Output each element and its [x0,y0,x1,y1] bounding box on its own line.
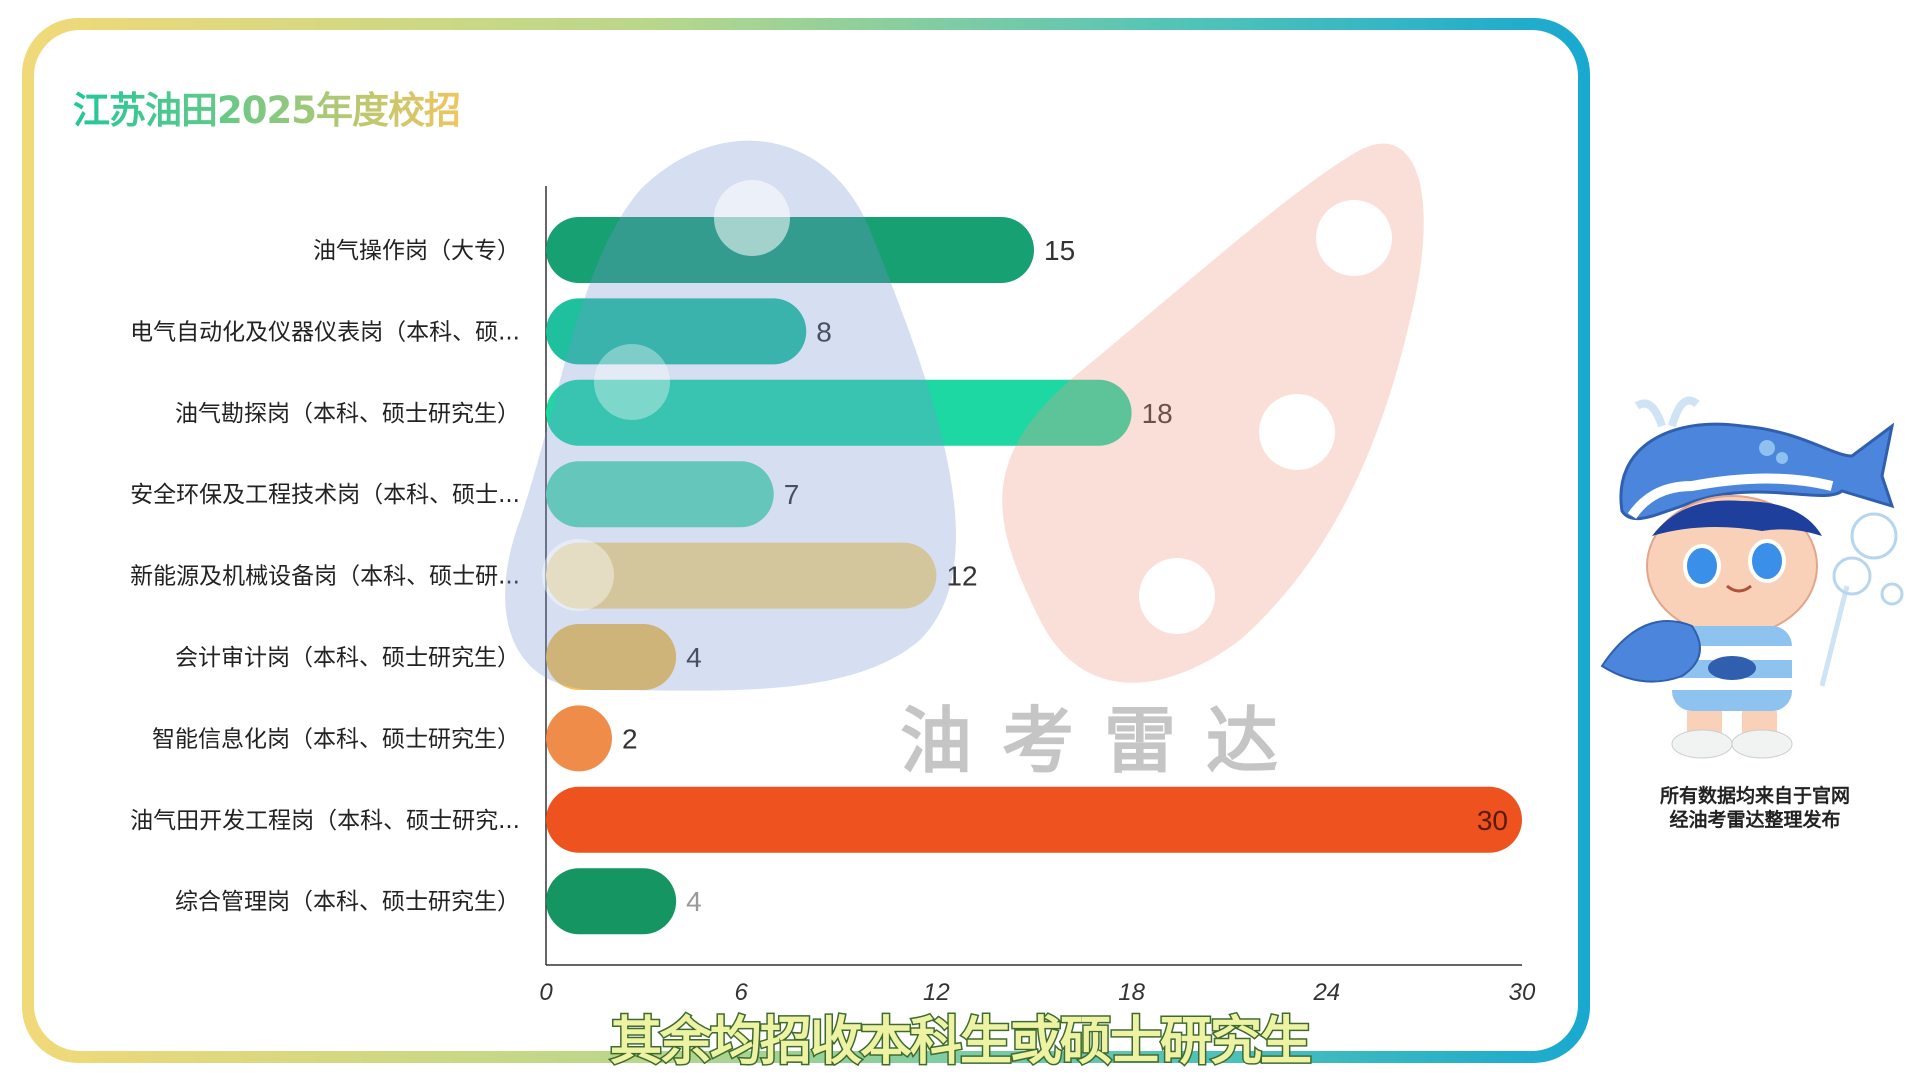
data-label: 12 [946,561,977,592]
chart-title: 江苏油田2025年度校招 [73,80,461,134]
category-label: 综合管理岗（本科、硕士研究生） [175,889,520,915]
data-label: 8 [816,316,832,347]
x-tick-label: 6 [735,979,749,1006]
bar [546,786,1522,853]
x-tick-label: 12 [923,979,950,1006]
category-label: 会计审计岗（本科、硕士研究生） [175,645,520,671]
mascot-illustration [1600,396,1904,759]
category-label: 电气自动化及仪器仪表岗（本科、硕... [130,319,520,345]
data-source-note: 所有数据均来自于官网 经油考雷达整理发布 [1600,784,1910,832]
bar [546,379,1132,446]
x-tick-label: 30 [1509,979,1536,1006]
data-label: 4 [686,886,702,917]
x-tick-label: 18 [1118,979,1145,1006]
bar [546,217,1034,283]
category-label: 油气勘探岗（本科、硕士研究生） [175,401,520,427]
bar [546,705,612,772]
data-label: 15 [1044,235,1075,266]
bar [546,624,677,690]
bar [546,542,937,609]
x-tick-label: 24 [1312,979,1340,1006]
watermark: 油考雷达 [900,699,1309,783]
note-line-1: 所有数据均来自于官网 [1659,785,1850,807]
category-label: 智能信息化岗（本科、硕士研究生） [152,726,520,752]
bar [546,298,807,365]
category-label: 安全环保及工程技术岗（本科、硕士... [130,482,520,508]
data-label: 30 [1477,805,1508,836]
category-label: 油气田开发工程岗（本科、硕士研究... [130,808,520,834]
note-line-2: 经油考雷达整理发布 [1669,809,1841,831]
bar [546,868,677,935]
data-label: 18 [1142,398,1173,429]
bar [546,461,774,528]
category-label: 新能源及机械设备岗（本科、硕士研... [130,564,520,590]
data-label: 4 [686,642,702,673]
subtitle-caption: 其余均招收本科生或硕士研究生 [608,1011,1313,1074]
data-label: 2 [622,723,638,754]
data-label: 7 [784,479,800,510]
category-label: 油气操作岗（大专） [313,238,520,264]
x-tick-label: 0 [539,979,553,1006]
